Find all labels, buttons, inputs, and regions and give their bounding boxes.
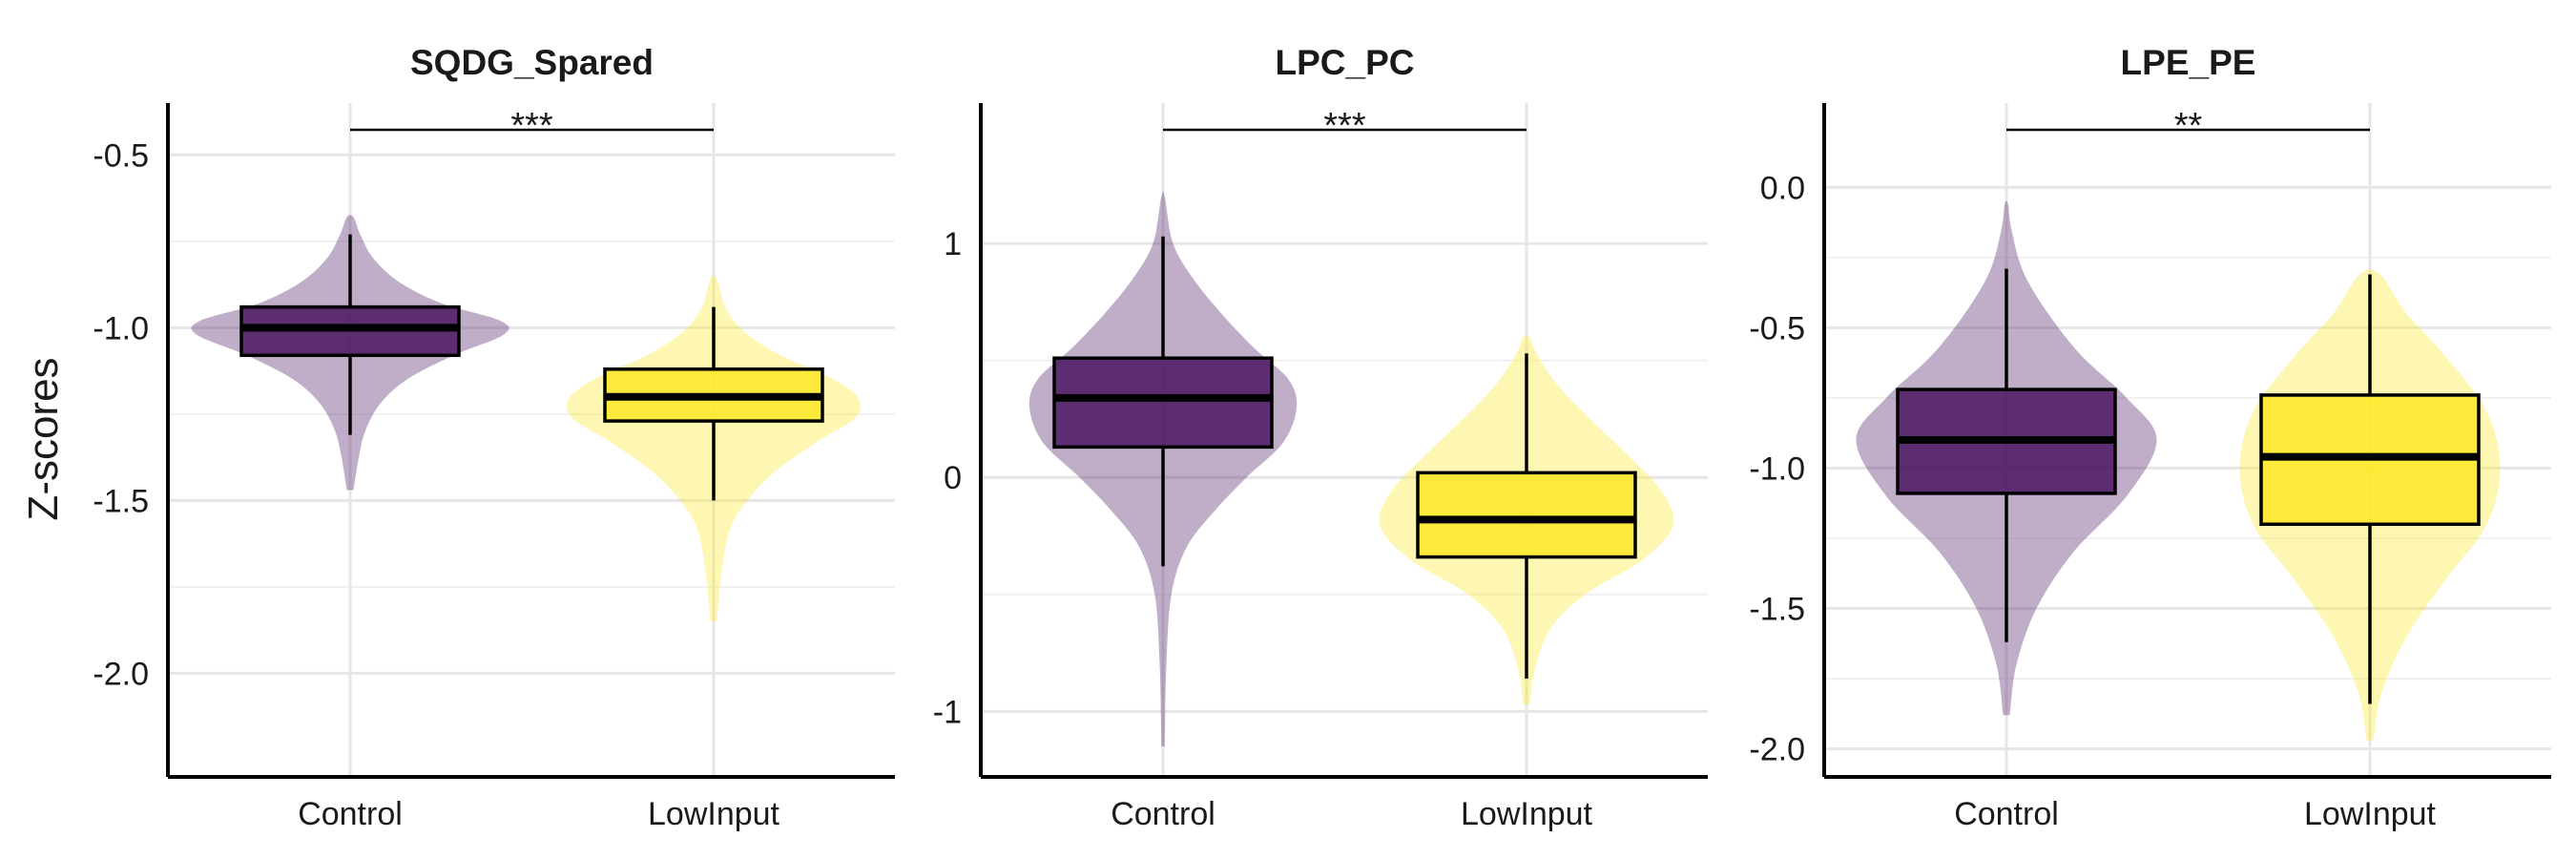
y-tick-label: -1.0 <box>1749 450 1805 487</box>
x-tick-label: LowInput <box>1461 796 1593 832</box>
y-tick-label: -1.0 <box>93 310 149 346</box>
significance-stars: *** <box>1323 106 1366 146</box>
y-tick-label: 1 <box>944 226 962 262</box>
significance-stars: ** <box>2174 106 2203 146</box>
x-tick-label: Control <box>298 796 403 832</box>
significance-stars: *** <box>510 106 553 146</box>
y-tick-label: 0.0 <box>1760 170 1805 206</box>
y-tick-label: -0.5 <box>1749 310 1805 346</box>
x-tick-label: Control <box>1954 796 2059 832</box>
panel-1: *** -0.5 -1.0 -1.5 -2.0 Control LowInput SQDG_S… <box>20 43 895 832</box>
y-tick-label: -1 <box>933 694 962 730</box>
y-tick-label: -1.5 <box>1749 592 1805 628</box>
box-lowinput <box>1416 471 1637 559</box>
panel-title: SQDG_Spared <box>410 43 654 82</box>
box-control <box>1052 356 1274 450</box>
panel-title: LPC_PC <box>1276 43 1415 82</box>
x-tick-label: LowInput <box>2304 796 2437 832</box>
y-tick-label: -0.5 <box>93 137 149 174</box>
y-tick-label: 0 <box>944 460 962 496</box>
panel-title: LPE_PE <box>2121 43 2256 82</box>
panel-2: *** 1 0 -1 Control LowInput LPC_PC <box>933 43 1708 832</box>
y-tick-label: -1.5 <box>93 483 149 519</box>
y-tick-label: -2.0 <box>1749 732 1805 768</box>
x-tick-label: LowInput <box>648 796 780 832</box>
x-tick-label: Control <box>1111 796 1215 832</box>
panel-3: ** 0.0 -0.5 -1.0 -1.5 -2.0 Control LowInput LPE_… <box>1749 43 2551 832</box>
y-tick-label: -2.0 <box>93 656 149 692</box>
y-axis-label: Z-scores <box>20 357 67 520</box>
